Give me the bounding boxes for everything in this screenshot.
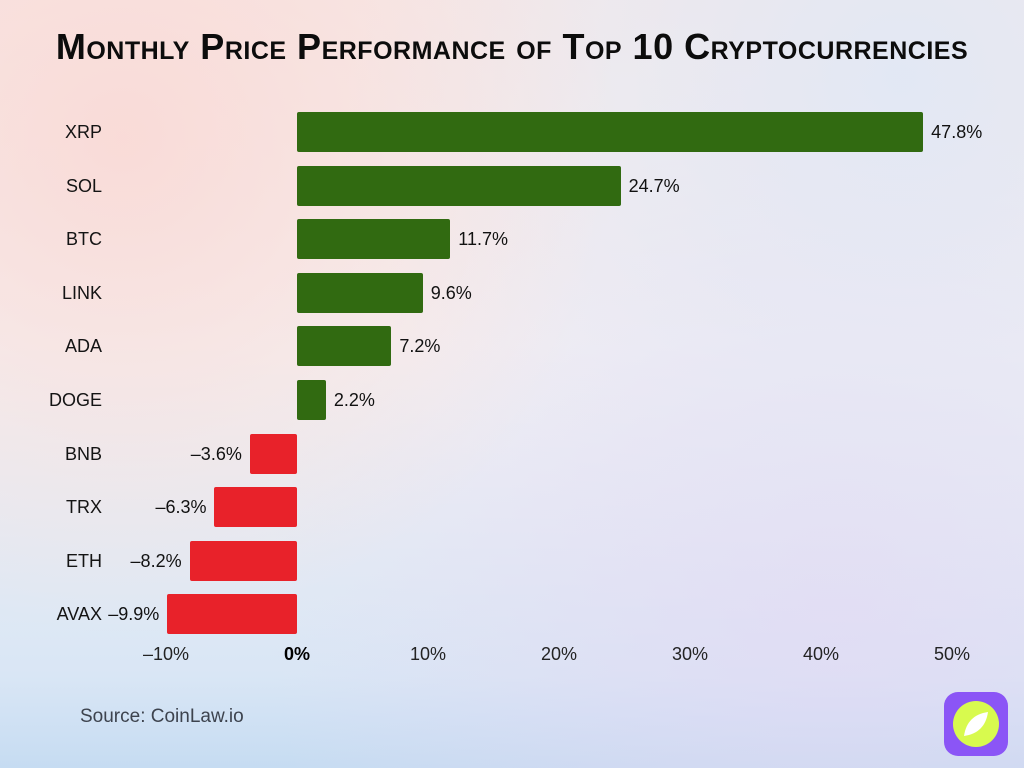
- bar: [249, 433, 297, 474]
- bar: [297, 326, 392, 367]
- category-label: BTC: [66, 229, 102, 250]
- coinlaw-logo-icon: [944, 692, 1008, 756]
- x-axis-tick-label: 40%: [802, 644, 840, 665]
- category-label: TRX: [66, 497, 102, 518]
- bar-value-label: 7.2%: [399, 336, 441, 357]
- x-axis-tick-label: 0%: [283, 644, 311, 665]
- bar: [189, 540, 297, 581]
- bar-value-label: 9.6%: [430, 282, 472, 303]
- bar-value-label: 24.7%: [628, 175, 680, 196]
- x-axis-tick-label: 10%: [409, 644, 447, 665]
- bar-value-label: 2.2%: [333, 390, 375, 410]
- bar-value-label: –8.2%: [130, 550, 182, 571]
- bar-value-label: –6.3%: [155, 497, 207, 518]
- bar-value-label: –9.9%: [108, 604, 160, 625]
- bar: [297, 219, 451, 260]
- bar: [214, 487, 297, 528]
- chart-title: Monthly Price Performance of Top 10 Cryp…: [55, 26, 969, 67]
- bar-value-label: –3.6%: [190, 443, 242, 464]
- bar: [297, 112, 924, 152]
- category-label: XRP: [64, 122, 102, 142]
- plot-area: 47.8% 24.7% 11.7% 9.6% 7.2% 2.2% –3.6% –6.3% –8.…: [108, 105, 982, 685]
- category-label: BNB: [64, 443, 102, 464]
- source-text: Source: CoinLaw.io: [80, 706, 244, 727]
- x-axis-tick-label: 20%: [540, 644, 578, 665]
- category-label: DOGE: [48, 390, 102, 410]
- category-axis: XRP SOL BTC LINK ADA DOGE BNB TRX ETH AVAX: [0, 105, 102, 685]
- bar: [297, 380, 326, 420]
- category-label: LINK: [61, 282, 102, 303]
- bar-value-label: 47.8%: [931, 122, 983, 142]
- bar: [297, 272, 423, 313]
- x-axis-tick-label: –10%: [142, 644, 190, 665]
- category-label: ETH: [66, 550, 102, 571]
- category-label: ADA: [64, 336, 102, 357]
- bar: [167, 594, 297, 635]
- logo-leaf: [964, 712, 988, 736]
- bar-value-label: 11.7%: [458, 229, 508, 250]
- bar: [297, 165, 621, 206]
- bar-chart: XRP SOL BTC LINK ADA DOGE BNB TRX ETH AVAX 47.8% 2…: [0, 105, 1024, 685]
- x-axis-tick-label: 50%: [933, 644, 971, 665]
- x-axis-tick-label: 30%: [671, 644, 709, 665]
- category-label: AVAX: [56, 604, 102, 625]
- category-label: SOL: [65, 175, 102, 196]
